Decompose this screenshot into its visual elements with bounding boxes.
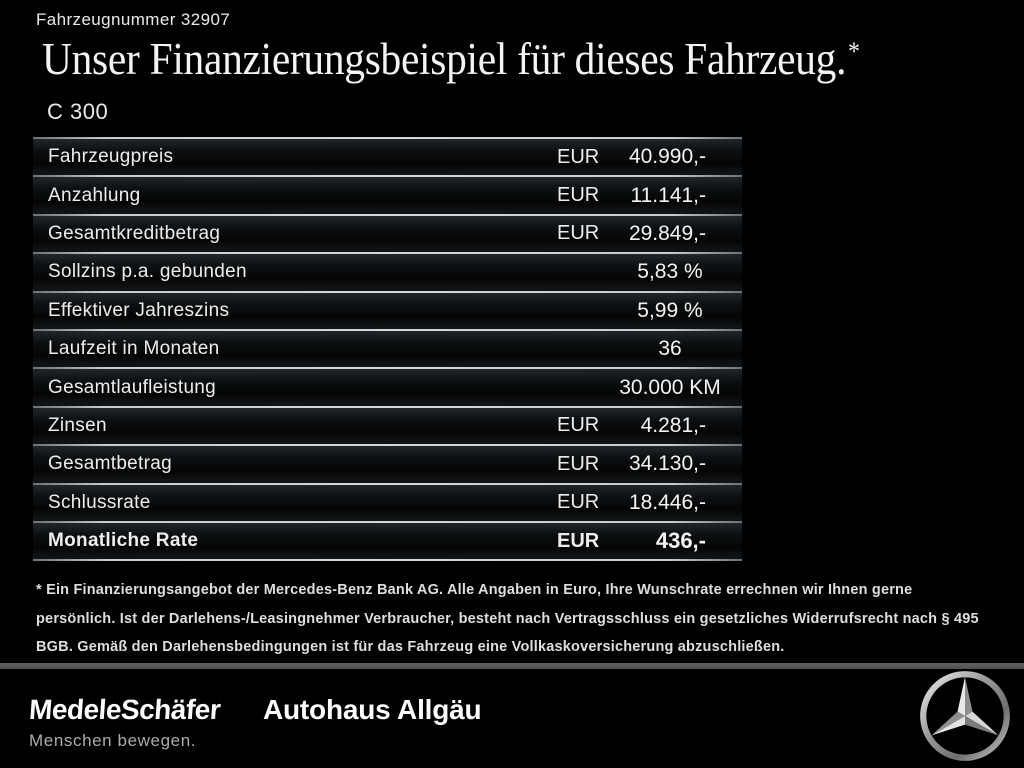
- row-label: Monatliche Rate: [48, 530, 199, 552]
- finance-row: Sollzins p.a. gebunden 5,83 %: [33, 254, 742, 291]
- row-label: Gesamtbetrag: [48, 453, 172, 475]
- finance-row: Fahrzeugpreis EUR 40.990,-: [33, 139, 742, 176]
- separator: [33, 175, 742, 178]
- row-value: 30.000 KM: [619, 375, 721, 399]
- title-asterisk: *: [848, 37, 860, 66]
- disclaimer-text: * Ein Finanzierungsangebot der Mercedes-…: [36, 582, 979, 655]
- separator: [33, 367, 742, 370]
- row-currency: EUR: [557, 184, 600, 207]
- separator: [33, 559, 742, 562]
- row-label: Sollzins p.a. gebunden: [48, 261, 247, 283]
- row-label: Gesamtkreditbetrag: [48, 222, 221, 244]
- row-currency: EUR: [557, 222, 600, 245]
- finance-row: Gesamtlaufleistung 30.000 KM: [33, 369, 742, 406]
- dealer-tagline: Menschen bewegen.: [29, 731, 197, 750]
- row-label: Schlussrate: [48, 491, 151, 513]
- separator: [33, 290, 742, 293]
- row-value: 436,-: [655, 528, 706, 554]
- separator: [33, 328, 742, 331]
- finance-row-total: Monatliche Rate EUR 436,-: [33, 522, 742, 560]
- separator: [33, 444, 742, 447]
- separator: [33, 520, 742, 523]
- finance-row: Zinsen EUR 4.281,-: [33, 407, 742, 445]
- row-currency: EUR: [557, 414, 600, 437]
- separator: [33, 252, 742, 255]
- separator: [33, 482, 742, 485]
- model-name: C 300: [47, 99, 109, 124]
- separator: [33, 213, 742, 216]
- vehicle-number: Fahrzeugnummer 32907: [36, 10, 231, 29]
- finance-row: Laufzeit in Monaten 36: [33, 330, 742, 368]
- row-label: Gesamtlaufleistung: [48, 376, 217, 398]
- row-value: 40.990,-: [628, 145, 706, 169]
- row-value: 11.141,-: [630, 183, 707, 207]
- finance-row: Gesamtbetrag EUR 34.130,-: [33, 446, 742, 483]
- mercedes-benz-star-icon: [920, 671, 1010, 761]
- row-value: 5,83 %: [637, 260, 703, 284]
- autohaus-allgaeu-logo: Autohaus Allgäu: [263, 694, 482, 725]
- page-title: Unser Finanzierungsbeispiel für dieses F…: [42, 33, 860, 85]
- row-label: Laufzeit in Monaten: [48, 338, 220, 360]
- finance-table: Fahrzeugpreis EUR 40.990,- Anzahlung EUR…: [33, 137, 742, 562]
- separator: [33, 405, 742, 408]
- finance-row: Gesamtkreditbetrag EUR 29.849,-: [33, 215, 742, 253]
- row-label: Anzahlung: [48, 184, 141, 206]
- row-currency: EUR: [557, 452, 600, 475]
- page-title-text: Unser Finanzierungsbeispiel für dieses F…: [42, 34, 847, 84]
- row-label: Zinsen: [48, 414, 107, 436]
- medele-schaefer-logo: MedeleSchäfer: [28, 694, 222, 725]
- row-currency: EUR: [557, 529, 600, 552]
- row-label: Fahrzeugpreis: [48, 146, 174, 168]
- finance-row: Schlussrate EUR 18.446,-: [33, 484, 742, 521]
- row-currency: EUR: [557, 491, 600, 514]
- row-value: 34.130,-: [628, 452, 706, 476]
- separator: [33, 137, 742, 139]
- row-value: 5,99 %: [637, 298, 703, 322]
- row-value: 4.281,-: [640, 413, 706, 437]
- row-value: 29.849,-: [628, 221, 706, 245]
- row-value: 18.446,-: [628, 490, 706, 514]
- finance-row: Anzahlung EUR 11.141,-: [33, 177, 742, 214]
- footer-divider: [0, 663, 1024, 669]
- row-value: 36: [658, 337, 682, 361]
- finance-row: Effektiver Jahreszins 5,99 %: [33, 292, 742, 329]
- row-label: Effektiver Jahreszins: [48, 299, 230, 321]
- row-currency: EUR: [557, 145, 600, 168]
